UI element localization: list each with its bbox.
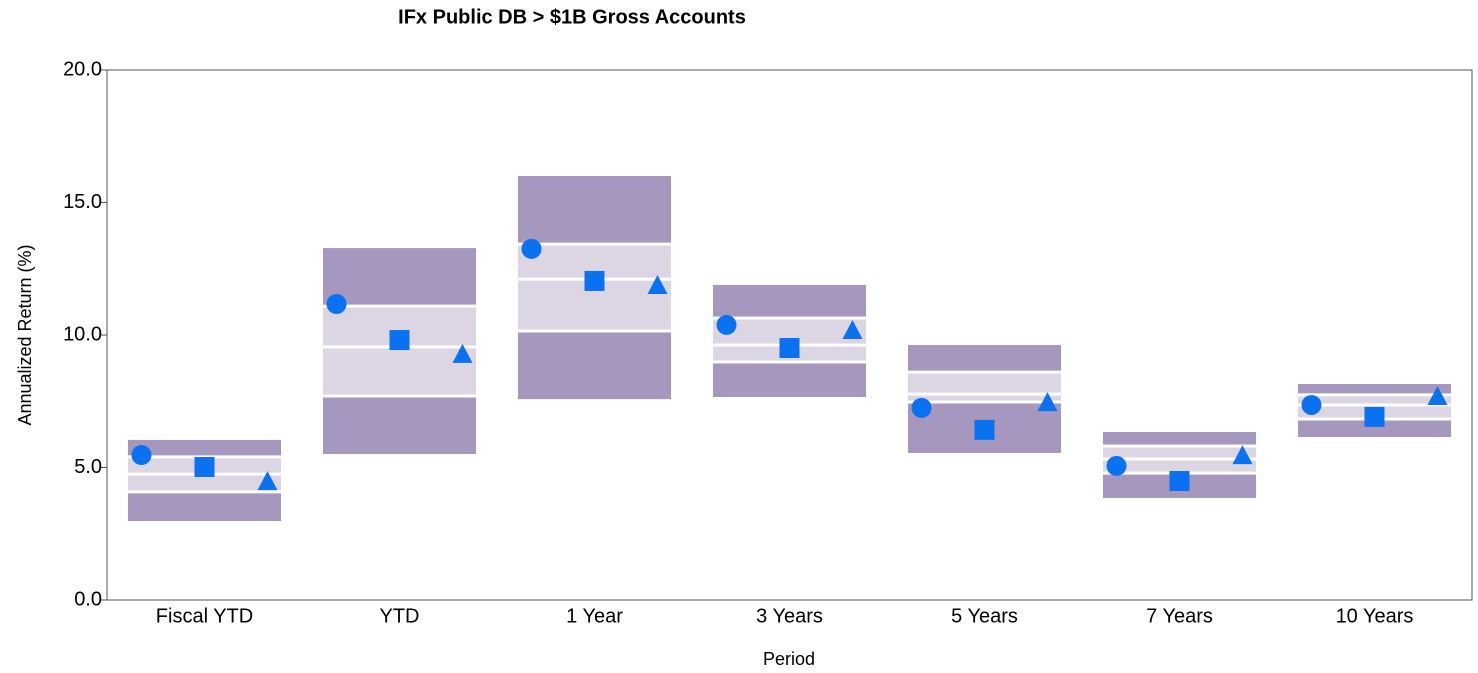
upper-band (907, 345, 1062, 373)
upper-band (322, 248, 477, 307)
upper-band (712, 284, 867, 319)
y-tick-label: 20.0 (63, 58, 102, 80)
marker (1364, 406, 1385, 427)
marker (452, 343, 473, 363)
lower-band (1297, 419, 1452, 438)
x-tick-label: 7 Years (1146, 605, 1213, 627)
marker (326, 293, 347, 314)
x-tick-label: YTD (380, 605, 420, 627)
marker (389, 330, 410, 351)
lower-band (127, 491, 282, 522)
upper-band (127, 439, 282, 457)
y-tick-label: 0.0 (74, 588, 102, 610)
marker (842, 320, 863, 340)
x-tick-label: 10 Years (1336, 605, 1414, 627)
x-axis-label: Period (763, 649, 815, 669)
marker (974, 419, 995, 440)
upper-band (517, 176, 672, 245)
y-axis-label: Annualized Return (%) (15, 244, 35, 425)
x-tick-label: 1 Year (566, 605, 623, 627)
marker (194, 456, 215, 477)
marker (1106, 455, 1127, 476)
y-tick-label: 15.0 (63, 191, 102, 213)
chart-title: IFx Public DB > $1B Gross Accounts (398, 6, 746, 28)
marker (911, 397, 932, 418)
inner-band (322, 306, 477, 396)
marker (257, 471, 278, 491)
marker (584, 270, 605, 291)
marker (716, 314, 737, 335)
lower-band (517, 331, 672, 400)
marker (779, 337, 800, 358)
x-tick-label: 5 Years (951, 605, 1018, 627)
marker (1427, 386, 1448, 406)
y-tick-label: 5.0 (74, 456, 102, 478)
x-tick-label: Fiscal YTD (156, 605, 253, 627)
x-tick-label: 3 Years (756, 605, 823, 627)
marker (1037, 392, 1058, 412)
upper-band (1102, 431, 1257, 447)
marker (131, 445, 152, 466)
marker (1301, 394, 1322, 415)
lower-band (322, 395, 477, 454)
marker (521, 238, 542, 259)
marker (1232, 445, 1253, 465)
marker (647, 274, 668, 294)
y-tick-label: 10.0 (63, 323, 102, 345)
lower-band (712, 362, 867, 398)
marker (1169, 471, 1190, 492)
upper-band (1297, 384, 1452, 395)
inner-band (907, 372, 1062, 403)
